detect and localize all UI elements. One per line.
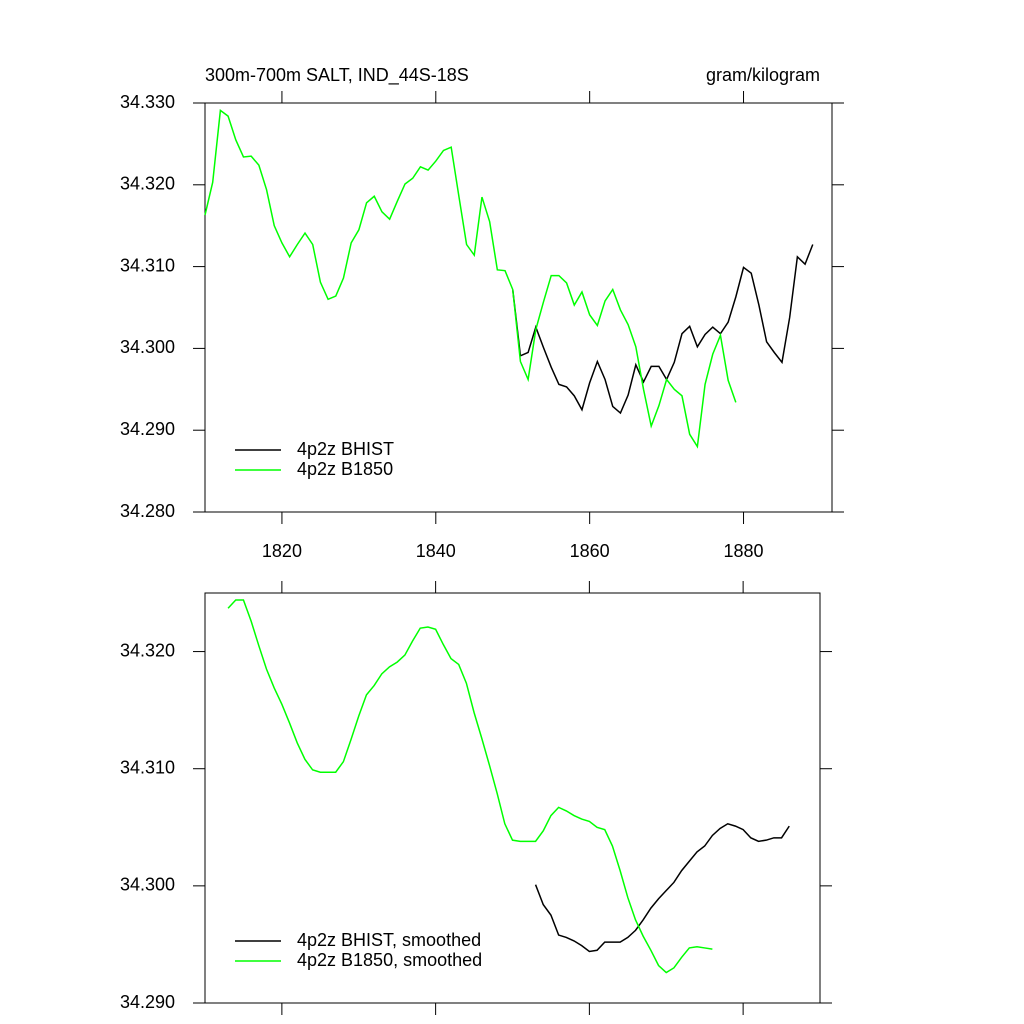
legend-label: 4p2z B1850, smoothed <box>297 950 482 970</box>
plot-frame <box>204 592 821 1004</box>
y-tick-label: 34.280 <box>120 501 175 521</box>
units-label: gram/kilogram <box>706 65 820 85</box>
y-tick-label: 34.300 <box>120 337 175 357</box>
y-tick-label: 34.290 <box>120 419 175 439</box>
legend-label: 4p2z BHIST <box>297 439 394 459</box>
series-line <box>204 108 737 449</box>
chart-title: 300m-700m SALT, IND_44S-18S <box>205 65 469 86</box>
series-line <box>534 822 790 953</box>
legend-label: 4p2z BHIST, smoothed <box>297 930 481 950</box>
y-tick-label: 34.310 <box>120 255 175 275</box>
y-tick-label: 34.290 <box>120 992 175 1012</box>
plot-frame <box>204 102 833 513</box>
x-tick-label: 1840 <box>416 541 456 561</box>
y-tick-label: 34.300 <box>120 875 175 895</box>
y-tick-label: 34.330 <box>120 92 175 112</box>
y-tick-label: 34.320 <box>120 640 175 660</box>
x-tick-label: 1820 <box>262 541 302 561</box>
y-tick-label: 34.320 <box>120 174 175 194</box>
x-tick-label: 1860 <box>570 541 610 561</box>
legend-label: 4p2z B1850 <box>297 459 393 479</box>
x-tick-label: 1880 <box>724 541 764 561</box>
series-line <box>227 599 713 974</box>
y-tick-label: 34.310 <box>120 757 175 777</box>
series-line <box>511 244 814 415</box>
